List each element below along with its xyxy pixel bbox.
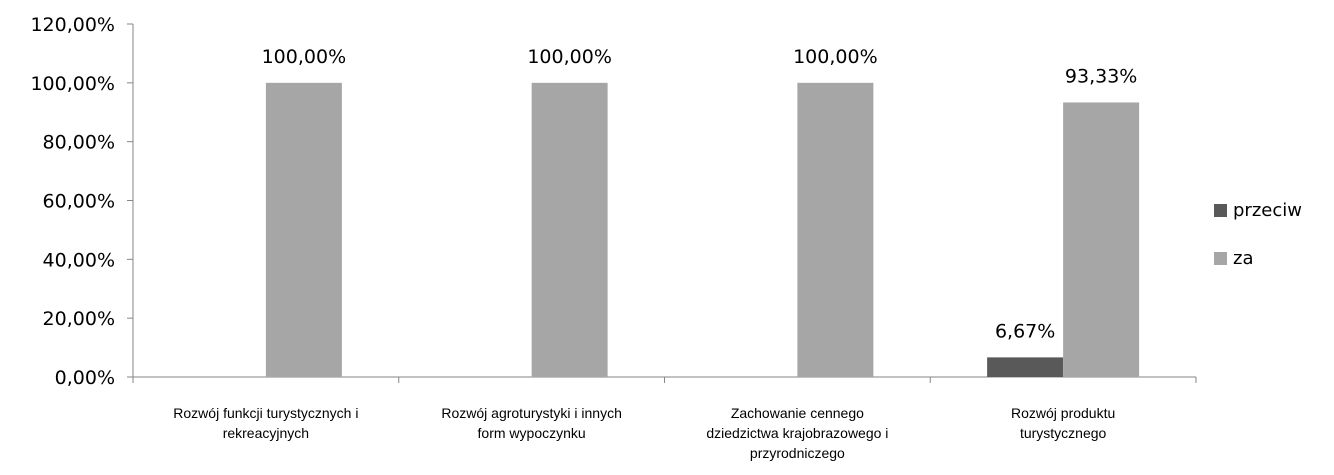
category-label: Rozwój agroturystyki i innych form wypocz…	[441, 405, 622, 441]
bar-za	[797, 82, 874, 377]
y-tick-label: 120,00%	[30, 14, 115, 36]
y-tick-label: 20,00%	[43, 308, 115, 330]
category-label-line: Rozwój produktu	[1011, 405, 1115, 421]
category-label-line: przyrodniczego	[750, 445, 845, 461]
bars	[265, 82, 1140, 377]
category-label-line: Zachowanie cennego	[731, 405, 864, 421]
category-label: Rozwój funkcji turystycznych i rekreacyjn…	[173, 405, 358, 441]
legend-label-za: za	[1233, 248, 1253, 269]
legend-swatch-za	[1214, 252, 1227, 265]
category-label-line: dziedzictwa krajobrazowego i	[706, 425, 888, 441]
data-label: 93,33%	[1065, 65, 1137, 87]
y-tick-label: 0,00%	[55, 367, 115, 389]
category-label-line: form wypoczynku	[478, 425, 586, 441]
bar-za	[265, 82, 342, 377]
data-label: 100,00%	[262, 46, 347, 68]
data-label: 6,67%	[995, 320, 1055, 342]
legend-label-przeciw: przeciw	[1233, 200, 1302, 221]
legend: przeciw za	[1214, 200, 1302, 269]
bar-za	[531, 82, 608, 377]
data-labels: 6,67% 100,00% 100,00% 100,00% 93,33%	[262, 46, 1138, 343]
category-label-line: rekreacyjnych	[223, 425, 309, 441]
y-tick-label: 80,00%	[43, 132, 115, 154]
bar-za	[1063, 102, 1140, 377]
category-label: Zachowanie cennego dziedzictwa krajobrazo…	[706, 405, 888, 461]
data-label: 100,00%	[527, 46, 612, 68]
category-label-line: Rozwój agroturystyki i innych	[441, 405, 622, 421]
bar-przeciw	[987, 357, 1064, 377]
y-tick-label: 60,00%	[43, 191, 115, 213]
category-labels: Rozwój funkcji turystycznych i rekreacyjn…	[173, 405, 1115, 461]
y-tick-label: 40,00%	[43, 249, 115, 271]
category-label-line: turystycznego	[1020, 425, 1107, 441]
category-label-line: Rozwój funkcji turystycznych i	[173, 405, 358, 421]
data-label: 100,00%	[793, 46, 878, 68]
category-label: Rozwój produktu turystycznego	[1011, 405, 1115, 441]
y-tick-label: 100,00%	[30, 73, 115, 95]
legend-swatch-przeciw	[1214, 204, 1227, 217]
